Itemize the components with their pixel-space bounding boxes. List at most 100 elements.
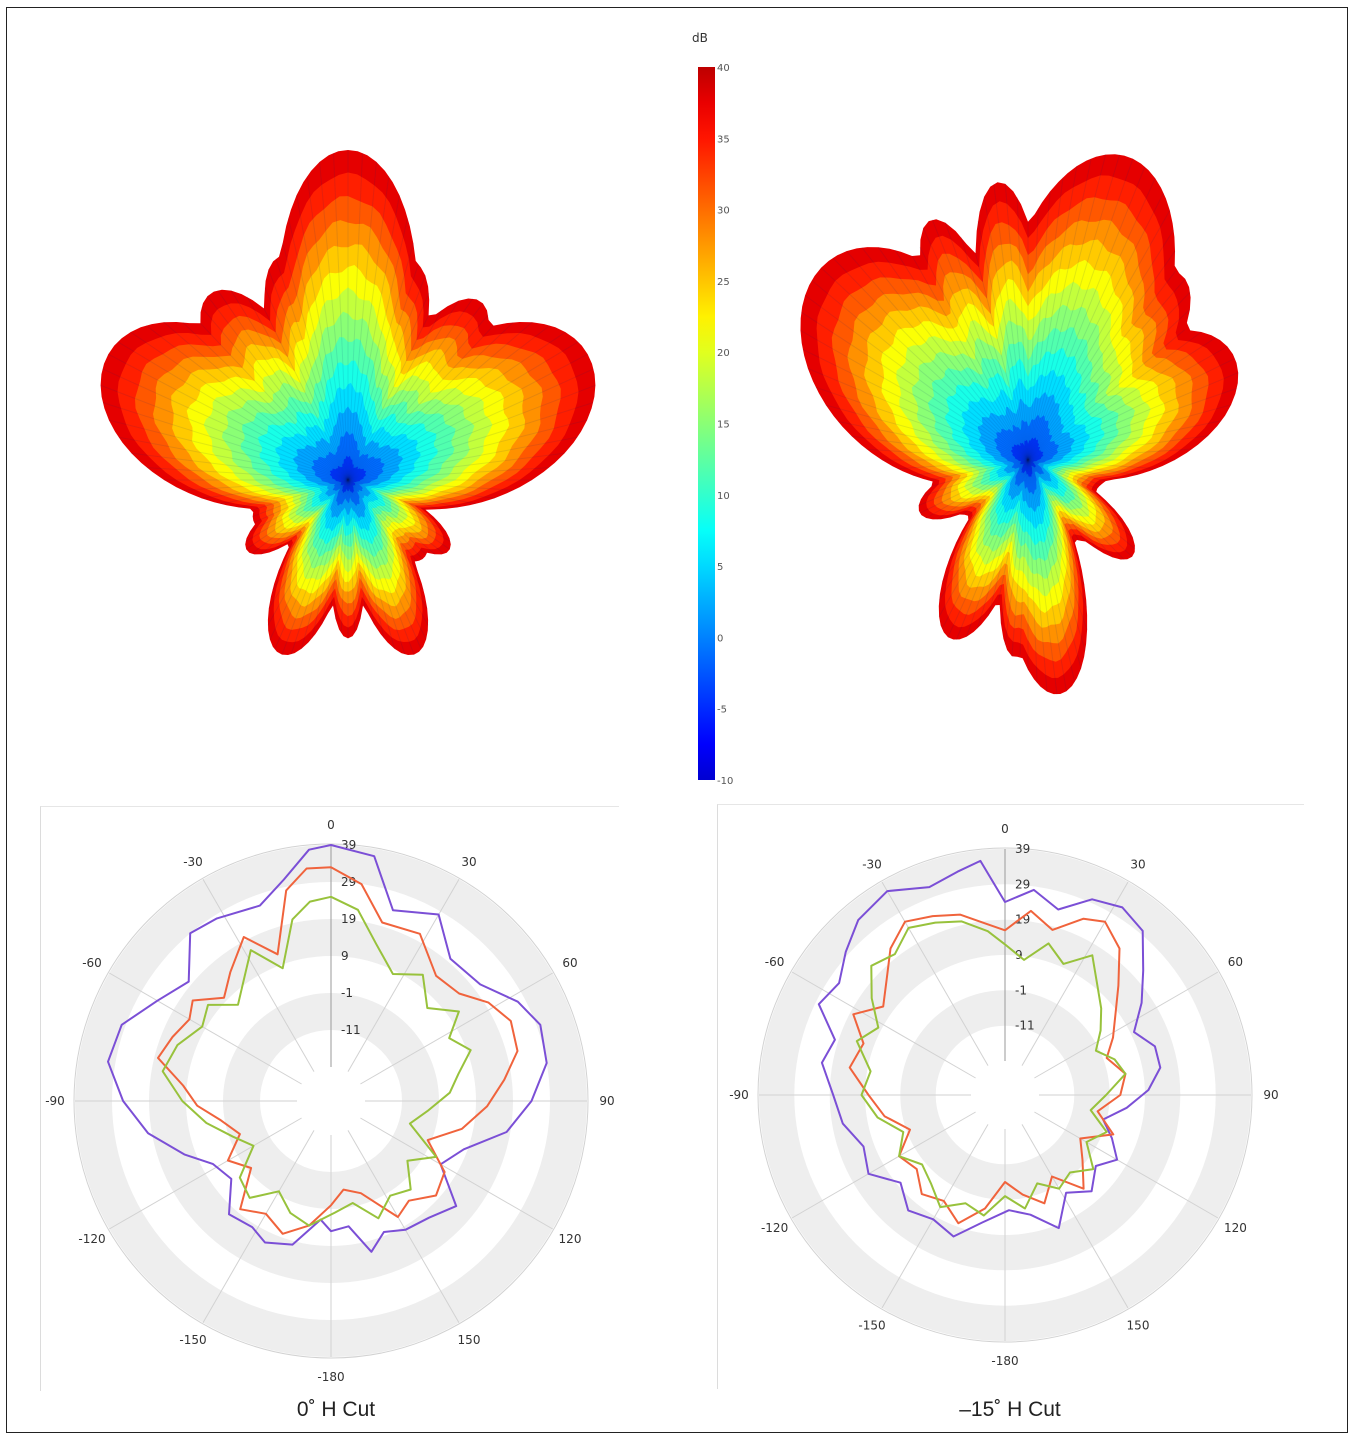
balloon-shade [347, 176, 390, 481]
polar-trace-3 [855, 920, 1127, 1217]
color-scale-tick: 40 [717, 63, 730, 74]
balloon-shade [347, 331, 566, 481]
balloon-shade [252, 479, 349, 517]
polar-radial-tick: 19 [341, 912, 356, 926]
balloon-shade [108, 353, 349, 481]
balloon-shade [1027, 459, 1138, 476]
polar-spoke [1034, 1111, 1219, 1219]
balloon-shade [802, 348, 1029, 461]
polar-angle-tick: -90 [45, 1094, 65, 1108]
balloon-shade [820, 267, 1029, 461]
balloon-shade [182, 479, 349, 491]
balloon-shade [944, 222, 1029, 461]
balloon-shade [347, 315, 430, 481]
polar-angle-tick: -60 [82, 956, 102, 970]
polar-angle-tick: -30 [183, 855, 203, 869]
balloon-shade [130, 331, 349, 481]
balloon-shade [347, 368, 594, 481]
balloon-shade [807, 368, 1029, 461]
polar-radial-tick: -11 [1015, 1019, 1035, 1033]
balloon-shade [269, 479, 349, 640]
polar-radial-tick: -1 [341, 986, 353, 1000]
polar-radial-tick: -11 [341, 1023, 361, 1037]
balloon-shade [919, 459, 1029, 514]
polar-spoke [109, 1117, 302, 1230]
balloon-shade [1027, 357, 1236, 461]
balloon-shade [947, 459, 1029, 638]
balloon-shade [1027, 459, 1136, 550]
balloon-shade [1027, 309, 1191, 461]
balloon-shade [347, 309, 443, 481]
balloon-shade [347, 479, 385, 639]
balloon-shade [347, 479, 427, 556]
balloon-shade [253, 479, 349, 511]
color-scale-bar [698, 67, 715, 780]
balloon-shade [877, 247, 1029, 461]
balloon-shade [268, 479, 349, 609]
balloon-shade [1027, 372, 1239, 461]
balloon-shade [347, 298, 474, 481]
balloon-shade [936, 459, 1029, 520]
balloon-shade [1027, 329, 1185, 461]
balloon-shade [927, 459, 1029, 481]
balloon-shade [804, 294, 1029, 461]
balloon-shade [118, 436, 349, 481]
polar-outer-ring [757, 847, 1253, 1343]
balloon-shade [1027, 158, 1134, 461]
balloon-shade [1027, 208, 1039, 461]
balloon-shade [264, 287, 349, 481]
figure-frame [6, 7, 1348, 1433]
balloon-shade [1027, 154, 1107, 461]
balloon-shade [1027, 459, 1081, 564]
balloon-shade [1027, 270, 1176, 461]
polar-spoke [1034, 971, 1219, 1079]
balloon-shade [330, 479, 349, 608]
balloon-shade [131, 452, 349, 481]
balloon-shade [1027, 337, 1217, 461]
polar-angle-tick: 0 [327, 818, 335, 832]
balloon-shade [1027, 331, 1202, 461]
balloon-shade [1027, 229, 1175, 461]
balloon-shade [977, 220, 1029, 461]
polar-radial-tick: 29 [1015, 877, 1030, 891]
balloon-shade [290, 479, 349, 655]
balloon-shade [347, 467, 550, 481]
cut-label-0deg: 0˚ H Cut [296, 1398, 376, 1421]
cut-label-minus15deg: –15˚ H Cut [959, 1398, 1061, 1421]
color-scale-tick: 25 [717, 277, 730, 288]
balloon-shade [306, 176, 349, 481]
balloon-shade [200, 322, 349, 481]
balloon-shade [962, 459, 1029, 515]
balloon-shade [201, 307, 349, 481]
balloon-shade [866, 448, 1029, 461]
balloon-shade [1027, 459, 1086, 542]
balloon-shade [347, 479, 427, 640]
polar-spoke [347, 879, 460, 1072]
balloon-shade [811, 280, 1029, 461]
balloon-shade [967, 459, 1029, 517]
polar-radial-tick: 19 [1015, 913, 1030, 927]
balloon-shade [347, 322, 514, 481]
color-scale-tick: -10 [717, 776, 733, 787]
polar-angle-tick: -150 [858, 1318, 885, 1332]
balloon-shade [1027, 177, 1156, 461]
balloon-shade [347, 314, 489, 481]
balloon-shade [1027, 192, 1165, 461]
balloon-pattern-minus15deg-canvas [800, 154, 1239, 695]
balloon-shade [335, 479, 349, 620]
balloon-shade [1019, 459, 1029, 656]
balloon-shade [851, 435, 1029, 461]
balloon-shade [253, 479, 349, 523]
balloon-shade [1027, 459, 1082, 669]
balloon-shade [287, 217, 349, 481]
balloon-shade [117, 341, 349, 481]
balloon-shade [1027, 291, 1191, 461]
balloon-shade [1027, 459, 1102, 497]
balloon-shade [347, 479, 495, 499]
balloon-shade [347, 152, 363, 481]
polar-trace-2 [848, 909, 1127, 1225]
balloon-shade [268, 269, 349, 481]
balloon-shade [347, 479, 451, 542]
balloon-shade [1027, 459, 1106, 482]
balloon-shade [1027, 420, 1222, 461]
